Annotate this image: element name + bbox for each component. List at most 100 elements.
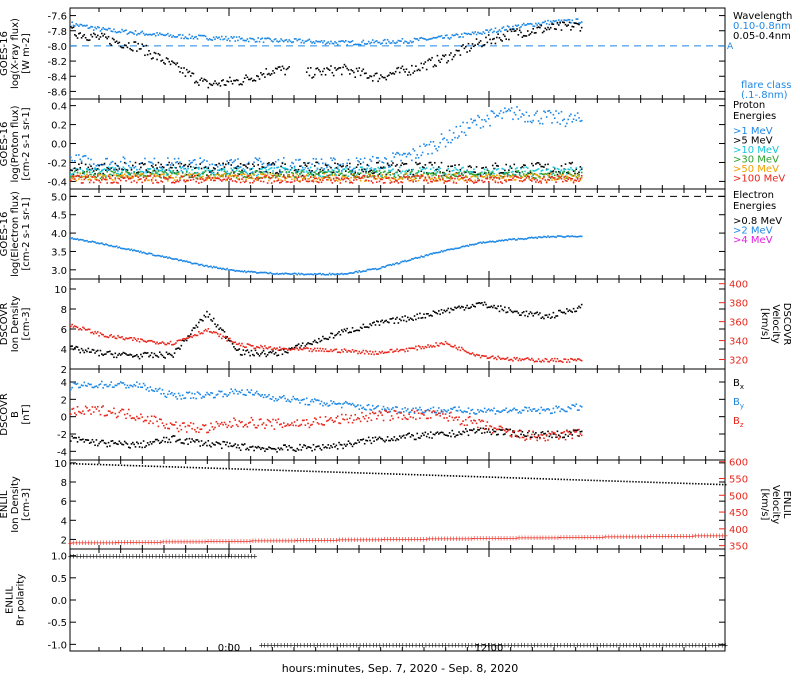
data-point — [438, 176, 440, 179]
data-point — [388, 264, 390, 266]
data-point — [420, 170, 423, 172]
data-point — [212, 36, 215, 39]
data-point — [537, 236, 540, 238]
data-point — [362, 175, 365, 177]
data-point — [513, 30, 516, 32]
data-point — [417, 163, 420, 165]
data-point — [548, 172, 551, 175]
data-point — [115, 164, 118, 167]
data-point — [148, 252, 150, 254]
data-point — [133, 33, 135, 35]
data-point — [218, 177, 220, 180]
data-point — [324, 274, 327, 276]
data-point — [447, 165, 450, 168]
data-point — [176, 347, 179, 350]
data-point — [536, 237, 539, 240]
data-point — [158, 255, 161, 257]
data-point — [126, 337, 129, 340]
data-point — [235, 269, 238, 272]
data-point — [231, 82, 234, 85]
data-point — [165, 33, 168, 36]
data-point — [427, 254, 429, 257]
data-point — [443, 309, 446, 312]
data-point — [127, 337, 130, 340]
data-point — [516, 25, 518, 27]
data-point — [487, 117, 490, 120]
data-point — [110, 174, 113, 176]
data-point — [295, 38, 297, 40]
data-point — [295, 346, 297, 349]
data-point — [242, 164, 245, 166]
data-point — [99, 441, 102, 443]
data-point — [405, 169, 408, 172]
data-point — [140, 173, 142, 176]
data-point — [210, 83, 212, 86]
data-point — [169, 353, 172, 356]
data-point — [466, 244, 468, 247]
series--100-mev — [70, 174, 583, 184]
data-point — [560, 165, 563, 167]
data-point — [94, 33, 96, 36]
data-point — [443, 137, 446, 140]
data-point — [531, 121, 533, 124]
data-point — [95, 350, 98, 353]
data-point — [338, 170, 340, 173]
data-point — [517, 118, 520, 120]
data-point — [388, 171, 390, 174]
data-point — [121, 168, 123, 171]
data-point — [80, 384, 83, 386]
series-0-05-0-4nm — [70, 21, 583, 89]
data-point — [281, 176, 284, 178]
data-point — [272, 447, 274, 450]
data-point — [138, 340, 141, 343]
data-point — [547, 110, 549, 112]
data-point — [160, 60, 162, 62]
data-point — [568, 176, 571, 179]
data-point — [516, 175, 518, 178]
data-point — [459, 177, 462, 180]
data-point — [490, 176, 493, 179]
data-point — [129, 353, 131, 356]
data-point — [454, 173, 456, 176]
data-point — [76, 171, 79, 174]
data-point — [411, 258, 413, 260]
data-point — [578, 117, 580, 119]
data-point — [167, 180, 169, 182]
data-point — [371, 436, 374, 439]
data-point — [270, 40, 273, 42]
data-point — [398, 170, 401, 173]
data-point — [517, 170, 520, 172]
data-point — [176, 258, 179, 261]
data-point — [402, 434, 405, 437]
data-point — [537, 358, 540, 360]
data-point — [369, 158, 371, 161]
data-point — [539, 177, 541, 179]
data-point — [258, 40, 261, 43]
data-point — [358, 168, 361, 171]
data-point — [327, 444, 330, 446]
data-point — [315, 67, 317, 70]
data-point — [528, 23, 530, 25]
data-point — [385, 78, 388, 81]
data-point — [373, 41, 375, 44]
data-point — [572, 235, 575, 238]
data-point — [420, 36, 423, 39]
data-point — [80, 238, 83, 241]
data-point — [282, 40, 285, 43]
data-point — [74, 160, 76, 162]
data-point — [309, 172, 312, 175]
data-point — [450, 435, 452, 438]
data-point — [79, 327, 82, 330]
data-point — [158, 166, 161, 168]
data-point — [243, 270, 246, 272]
data-point — [362, 68, 365, 71]
data-point — [126, 174, 129, 177]
data-point — [470, 172, 472, 175]
data-point — [293, 167, 296, 169]
data-point — [318, 445, 320, 447]
data-point — [194, 262, 196, 265]
data-point — [448, 173, 451, 175]
data-point — [103, 175, 106, 177]
data-point — [177, 157, 180, 160]
data-point — [154, 254, 157, 257]
